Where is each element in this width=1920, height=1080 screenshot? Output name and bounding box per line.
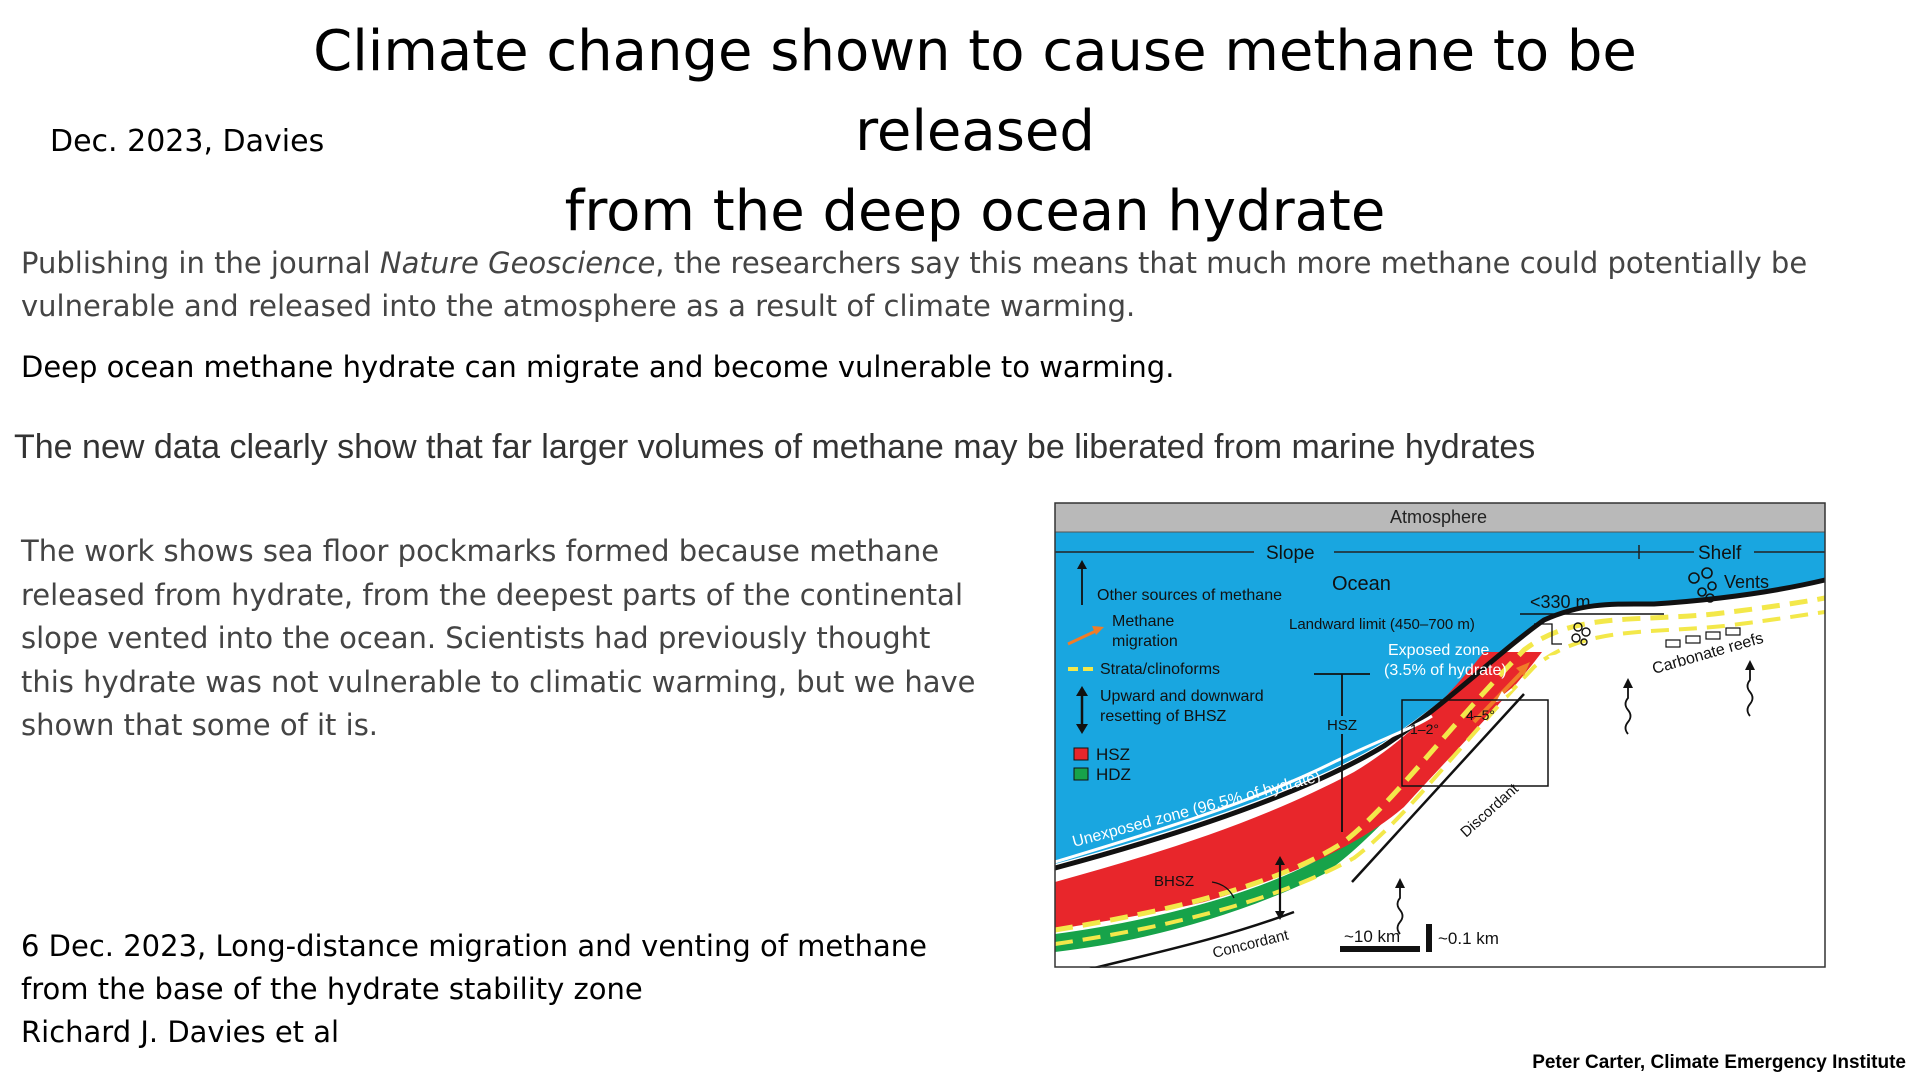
- bhsz-label: BHSZ: [1154, 873, 1194, 890]
- vent-bubbles-icon: [1571, 622, 1591, 646]
- legend-resetting-line-1: Upward and downward: [1100, 688, 1264, 705]
- slope-label: Slope: [1266, 543, 1315, 564]
- deep-wavy-arrowhead-2: [1623, 678, 1633, 688]
- shelf-label: Shelf: [1698, 543, 1742, 564]
- depth-330-label: <330 m: [1530, 592, 1591, 612]
- scale-v-label: ~0.1 km: [1438, 929, 1499, 948]
- legend-methane: Methane migration: [1112, 613, 1178, 650]
- exposed-zone-line-2: (3.5% of hydrate): [1384, 662, 1507, 679]
- citation: 6 Dec. 2023, Long-distance migration and…: [21, 925, 981, 1054]
- scale-bar-horizontal: [1340, 946, 1420, 952]
- hsz-label-bg: [1324, 716, 1360, 734]
- journal-paragraph-suffix: , the researchers say this means that mu…: [21, 246, 1808, 323]
- shelf-label-bg: [1694, 542, 1754, 562]
- legend-resetting: Upward and downward resetting of BHSZ: [1100, 688, 1264, 725]
- byline: Dec. 2023, Davies: [50, 124, 325, 159]
- migration-statement: Deep ocean methane hydrate can migrate a…: [21, 350, 1175, 384]
- legend-methane-arrow: [1067, 628, 1099, 646]
- angle-1-label: 1–2°: [1410, 721, 1439, 737]
- legend-strata: Strata/clinoforms: [1100, 661, 1220, 678]
- slide-title: Climate change shown to cause methane to…: [225, 12, 1725, 252]
- migration-arrow: [1472, 668, 1526, 724]
- exposed-zone-line-1: Exposed zone: [1388, 642, 1490, 659]
- legend-other-sources: Other sources of methane: [1097, 587, 1282, 604]
- concordant-base-line: [1089, 910, 1295, 968]
- discordant-base-line: [1351, 693, 1525, 883]
- legend-hdz: HDZ: [1096, 765, 1131, 784]
- legend-hdz-swatch: [1073, 767, 1089, 781]
- liberation-statement: The new data clearly show that far large…: [14, 428, 1536, 466]
- strata-line-1: [1054, 595, 1826, 933]
- deep-wavy-arrowhead-1: [1395, 878, 1405, 888]
- unexposed-zone-line: [1054, 714, 1433, 864]
- legend-resetting-line-2: resetting of BHSZ: [1100, 708, 1227, 725]
- journal-paragraph-prefix: Publishing in the journal: [21, 246, 380, 280]
- strata-line-2: [1054, 610, 1826, 946]
- pockmarks-paragraph: The work shows sea floor pockmarks forme…: [21, 534, 976, 742]
- landward-limit-leader: [1534, 623, 1562, 645]
- hydrate-diagram: Atmosphere Slope Shelf Ocean Vents <330 …: [1054, 502, 1826, 968]
- diagram-frame: [1054, 502, 1826, 968]
- exposed-zone-arrowhead: [1548, 654, 1560, 664]
- journal-paragraph: Publishing in the journal Nature Geoscie…: [21, 242, 1881, 328]
- hsz-label: HSZ: [1327, 717, 1357, 734]
- citation-line-1: 6 Dec. 2023, Long-distance migration and…: [21, 929, 927, 963]
- bhsz-reset-arrowhead-up: [1275, 856, 1285, 865]
- ocean-label: Ocean: [1332, 573, 1391, 595]
- zoom-box: [1401, 699, 1549, 787]
- hsz-layer: [1055, 652, 1542, 930]
- scale-bar-vertical: [1426, 924, 1432, 952]
- bhsz-reset-arrowhead-down: [1275, 911, 1285, 920]
- deep-wavy-arrow-2: [1624, 686, 1632, 735]
- credit: Peter Carter, Climate Emergency Institut…: [1532, 1052, 1906, 1073]
- exposed-zone-arrow: [1521, 657, 1555, 684]
- deep-wavy-arrowhead-3: [1745, 660, 1755, 670]
- seafloor-line: [1054, 577, 1826, 871]
- legend-hsz-swatch: [1073, 747, 1089, 761]
- deep-wavy-arrow-3: [1746, 668, 1754, 717]
- slide-title-line-1: Climate change shown to cause methane to…: [313, 19, 1637, 164]
- legend-resetting-arrowhead-up: [1076, 686, 1088, 696]
- migration-arrowhead: [1516, 662, 1530, 676]
- citation-line-3: Richard J. Davies et al: [21, 1015, 340, 1049]
- legend-methane-line-1: Methane: [1112, 613, 1174, 630]
- landward-limit-label: Landward limit (450–700 m): [1289, 616, 1475, 633]
- slope-label-bg: [1254, 542, 1334, 562]
- vents-icon: [1688, 567, 1717, 603]
- slide-title-line-2: from the deep ocean hydrate: [564, 179, 1386, 244]
- deep-wavy-arrow-1: [1396, 886, 1404, 935]
- scale-h-label: ~10 km: [1344, 927, 1400, 946]
- legend-wavy-arrowhead: [1077, 560, 1087, 569]
- legend-methane-line-2: migration: [1112, 633, 1178, 650]
- legend-hsz: HSZ: [1096, 745, 1130, 764]
- carbonate-reefs-icon: [1665, 627, 1741, 648]
- bhsz-leader: [1211, 881, 1235, 899]
- atmosphere-label: Atmosphere: [1390, 507, 1487, 527]
- legend-methane-arrowhead: [1092, 626, 1104, 635]
- citation-line-2: from the base of the hydrate stability z…: [21, 972, 643, 1006]
- vents-label: Vents: [1724, 572, 1769, 592]
- journal-name: Nature Geoscience: [379, 246, 656, 280]
- angle-2-label: 4–5°: [1466, 707, 1495, 723]
- legend-resetting-arrowhead-down: [1076, 724, 1088, 734]
- exposed-zone-label: Exposed zone (3.5% of hydrate): [1384, 642, 1507, 679]
